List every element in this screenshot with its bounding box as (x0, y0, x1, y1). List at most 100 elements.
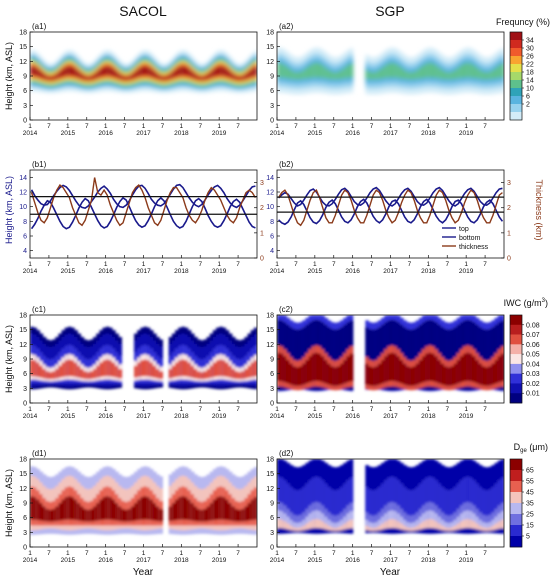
heat-cell-d2-12-1 (314, 476, 319, 524)
xtick-label-c2-9: 7 (445, 406, 449, 413)
xtick-label-a1-0: 1 (28, 123, 32, 130)
ytick-label-d1-3: 3 (23, 530, 27, 537)
heat-cell-c2-18-3 (333, 367, 338, 386)
heat-cell-d2-43-1 (412, 489, 417, 522)
heat-cell-d1-44-3 (168, 506, 173, 522)
heat-cell-d2-11-4 (311, 519, 316, 529)
xtick-label-b1-11: 7 (236, 261, 240, 268)
heat-cell-d2-58-1 (459, 480, 464, 524)
ytick-label-a2-15: 15 (266, 44, 274, 51)
heat-cell-d2-23-4 (349, 519, 354, 529)
heat-cell-c1-12-4 (67, 359, 72, 377)
heat-cell-c1-62-4 (225, 362, 230, 377)
xtick-label-c2-5: 7 (370, 406, 374, 413)
heat-cell-d2-19-3 (336, 522, 341, 530)
heat-cell-d2-44-4 (415, 525, 420, 531)
ytick-label-d2-12: 12 (266, 486, 274, 493)
xtick-label-c1-6: 1 (142, 406, 146, 413)
panel-label-b1: (b1) (32, 160, 47, 169)
heat-cell-a2-17-3 (330, 71, 335, 80)
colorbar-c-swatch-6 (510, 373, 522, 384)
y2tick-label-b2-0: 0 (507, 256, 511, 263)
xtick-label-a1-8: 1 (180, 123, 184, 130)
heat-cell-d1-32-3 (130, 506, 135, 522)
xtick-label-b2-6: 1 (389, 261, 393, 268)
colorbar-a-swatch-5 (510, 72, 522, 81)
heat-cell-c1-27-4 (115, 365, 119, 378)
heat-cell-a2-18-3 (333, 72, 338, 80)
heat-cell-d1-10-3 (61, 499, 66, 521)
dge-title-main: D (514, 442, 521, 452)
heat-cell-c2-31-3 (374, 366, 379, 386)
heat-cell-a2-5-3 (292, 71, 297, 80)
heat-cell-a1-7-5 (52, 76, 56, 80)
heat-cell-c2-56-3 (453, 363, 458, 385)
heat-cell-d2-60-3 (466, 510, 470, 527)
heat-cell-a2-8-3 (302, 70, 306, 79)
legend-b2: top bottom thickness (442, 226, 489, 251)
xlabel-left: Year (133, 567, 154, 578)
colorbar-d-tick-label-6: 5 (526, 534, 530, 541)
year-label-d2-2019: 2019 (459, 557, 474, 564)
heat-cell-d2-47-4 (425, 519, 429, 529)
heat-cell-d2-21-4 (343, 523, 347, 530)
panel-label-b2: (b2) (279, 160, 294, 169)
heat-cell-d2-3-1 (286, 483, 291, 523)
ytick-label-a2-6: 6 (270, 88, 274, 95)
heat-cell-d2-42-3 (409, 523, 414, 530)
heat-cell-d2-8-1 (302, 486, 306, 523)
year-label-c1-2018: 2018 (174, 413, 189, 420)
heat-cell-d2-16-4 (327, 525, 332, 531)
iwc-title-main: IWC (g/m (504, 298, 542, 308)
heat-cell-c2-65-3 (481, 366, 486, 386)
xtick-label-d1-10: 1 (217, 550, 221, 557)
heat-cell-d2-38-4 (396, 521, 401, 529)
heat-cell-d2-16-1 (327, 486, 332, 523)
heat-cell-c2-58-3 (459, 356, 464, 383)
heat-cell-d1-68-3 (244, 506, 249, 522)
heat-cell-a2-14-3 (321, 65, 325, 78)
heat-cell-a1-68-5 (244, 74, 249, 79)
heat-cell-d2-58-3 (459, 513, 464, 528)
heat-cell-c2-69-3 (494, 359, 499, 384)
heat-cell-c1-7-4 (52, 371, 56, 379)
heatmap-a1 (30, 50, 257, 94)
colorbar-c-swatch-8 (510, 393, 522, 404)
ytick-label-c2-18: 18 (266, 313, 274, 320)
heat-cell-c2-42-3 (409, 367, 414, 386)
heat-cell-a1-52-5 (193, 74, 198, 79)
xtick-label-b2-2: 1 (313, 261, 317, 268)
colorbar-d-swatch-1 (510, 470, 522, 482)
heat-cell-d2-50-3 (434, 513, 439, 528)
heat-cell-c2-48-3 (428, 352, 433, 381)
xtick-label-d2-3: 7 (332, 550, 336, 557)
colorbar-d-tick-label-5: 15 (526, 523, 534, 530)
heat-cell-c2-50-3 (434, 356, 439, 383)
heat-cell-d2-64-3 (478, 519, 483, 530)
heat-cell-a2-12-3 (314, 62, 319, 78)
heat-cell-d2-9-1 (305, 483, 310, 523)
heat-cell-d1-25-3 (108, 497, 113, 520)
heat-cell-c2-32-3 (377, 363, 382, 385)
xtick-label-c1-1: 7 (47, 406, 51, 413)
heat-cell-a1-43-5 (165, 76, 170, 80)
xtick-label-d1-3: 7 (85, 550, 89, 557)
heat-cell-c2-30-3 (371, 367, 376, 386)
ytick-label-b2-14: 14 (266, 175, 274, 182)
year-label-b1-2014: 2014 (23, 268, 38, 275)
heat-cell-d2-30-3 (371, 523, 376, 530)
dge-title-end: (μm) (527, 442, 548, 452)
heat-cell-d2-70-4 (497, 521, 502, 529)
heat-cell-c1-68-4 (244, 369, 249, 379)
heat-cell-d2-4-2 (289, 512, 294, 527)
ytick-label-a2-18: 18 (266, 30, 274, 37)
colorbar-d-tick-label-3: 35 (526, 501, 534, 508)
year-label-c2-2016: 2016 (345, 413, 360, 420)
heat-cell-d2-45-4 (418, 523, 423, 530)
xtick-label-c2-0: 1 (275, 406, 279, 413)
heat-cell-d2-60-4 (466, 519, 470, 528)
year-label-a2-2019: 2019 (459, 130, 474, 137)
heat-cell-d2-44-2 (415, 512, 420, 527)
heat-cell-a1-53-5 (197, 76, 201, 80)
ytick-label-d1-0: 0 (23, 545, 27, 552)
